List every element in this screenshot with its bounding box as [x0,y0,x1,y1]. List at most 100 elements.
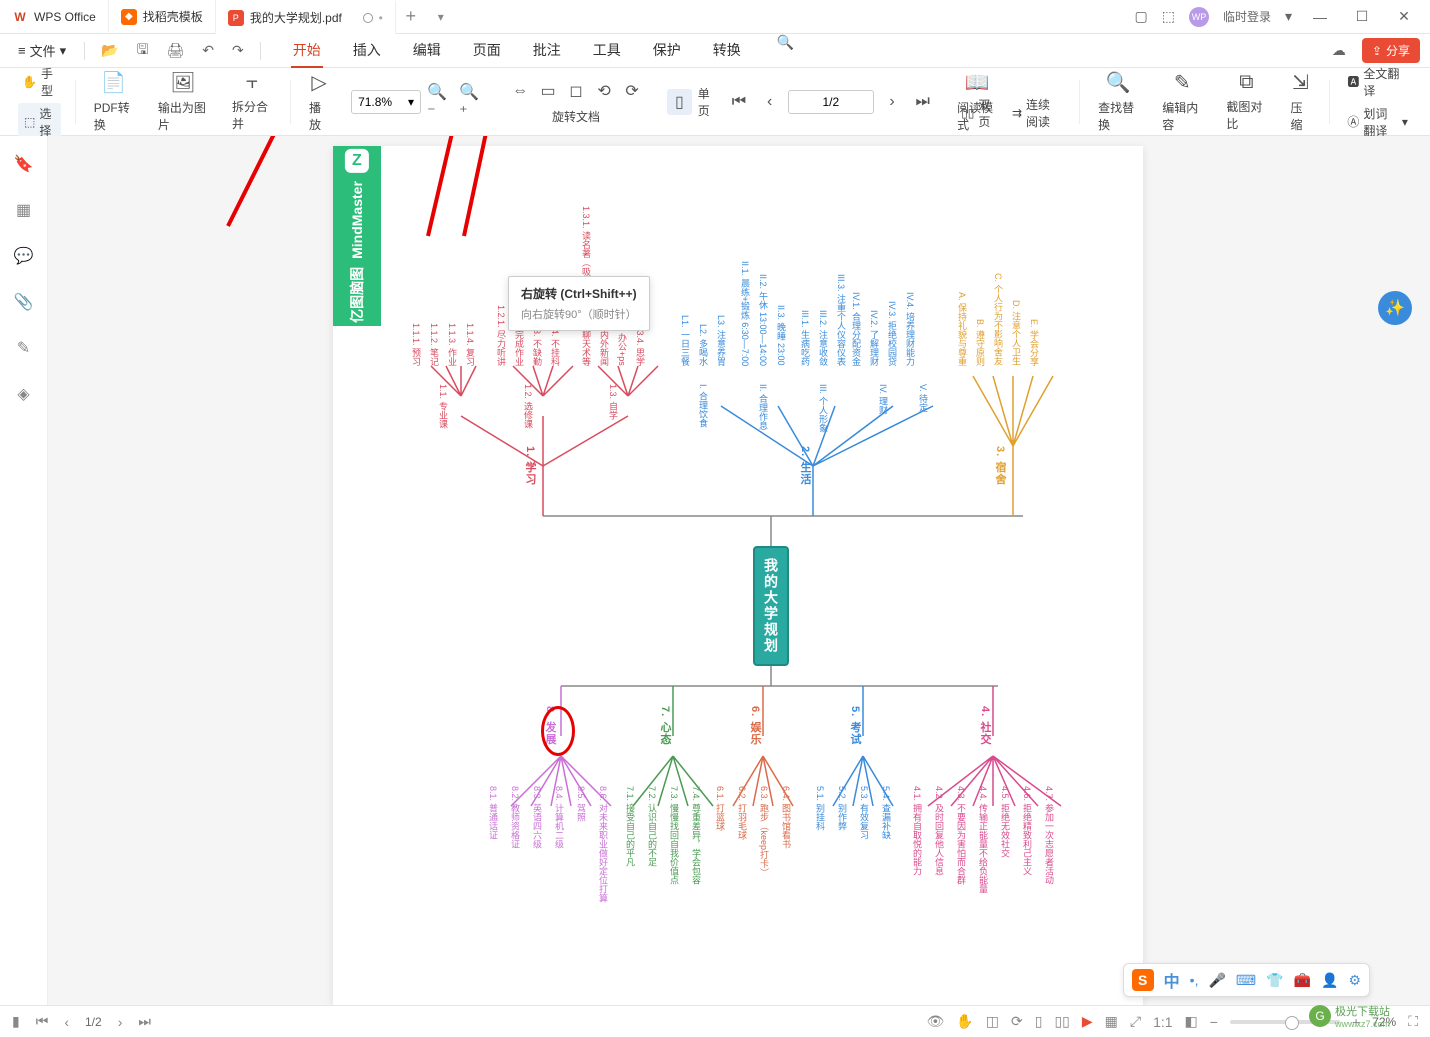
app-tab[interactable]: W WPS Office [0,0,109,34]
tab-menu-button[interactable]: ▾ [426,10,456,24]
open-icon[interactable]: 📂 [95,42,124,59]
sb-double-icon[interactable]: ▯▯ [1054,1013,1069,1030]
zoom-select[interactable]: 71.8%▾ [351,90,421,114]
share-button[interactable]: ⇪ 分享 [1362,38,1420,63]
split-merge-icon: ⫟ [246,71,258,94]
fit-width-button[interactable]: ⇔ [507,78,533,104]
tab-document[interactable]: P 我的大学规划.pdf • [216,0,396,34]
select-tool-button[interactable]: ⬚ 选择 [18,103,61,141]
rotate-left-button[interactable]: ⟲ [591,78,617,104]
maximize-button[interactable]: ☐ [1348,8,1376,25]
fit-page-button[interactable]: ▭ [535,78,561,104]
bookmark-icon[interactable]: 🔖 [14,154,34,174]
edit-content-label: 编辑内容 [1162,99,1202,133]
tab-start[interactable]: 开始 [291,34,323,68]
ime-keyboard-icon[interactable]: ⌨ [1236,972,1256,989]
sb-prev-icon[interactable]: ‹ [64,1014,69,1030]
tab-insert[interactable]: 插入 [351,34,383,68]
ime-lang[interactable]: 中 [1164,968,1180,992]
sb-play-icon[interactable]: ▶ [1082,1013,1093,1030]
leaf: L1. 一日三餐 [679,176,692,366]
user-avatar[interactable]: WP [1189,7,1209,27]
sb-last-icon[interactable]: ⏭ [138,1013,151,1030]
tab-page[interactable]: 页面 [471,34,503,68]
sb-single-icon[interactable]: ▯ [1035,1013,1043,1030]
rotate-right-button[interactable]: ⟳ [619,78,645,104]
ime-toolbox-icon[interactable]: 🧰 [1294,972,1311,989]
canvas[interactable]: 亿图脑图 MindMaster Z 我的大学规划 [48,136,1430,1005]
sub-label: III. 个人形象 [817,384,830,438]
save-icon[interactable]: 🖫 [131,39,155,63]
actual-size-button[interactable]: ◻ [563,78,589,104]
sb-next-icon[interactable]: › [118,1014,123,1030]
page-input[interactable]: 1/2 [788,90,874,114]
tab-edit[interactable]: 编辑 [411,34,443,68]
undo-icon[interactable]: ↶ [196,42,220,59]
close-button[interactable]: ✕ [1390,8,1418,25]
ime-punct-icon[interactable]: •, [1190,972,1199,988]
sb-expand-icon[interactable]: ⛶ [1408,1013,1418,1030]
double-page-button[interactable]: ▯▯ 双页 [957,94,998,132]
layout-icon[interactable]: ▢ [1134,8,1147,25]
first-page-button[interactable]: ⏮ [727,89,752,115]
sb-1to1-icon[interactable]: 1:1 [1153,1014,1172,1030]
word-translate-button[interactable]: Ⓐ 划词翻译 ▾ [1343,103,1412,141]
zoom-out-icon[interactable]: − [1210,1014,1218,1030]
file-menu-button[interactable]: ≡ 文件 ▾ [10,41,74,60]
screenshot-compare-group[interactable]: ⧉ 截图对比 [1216,71,1276,132]
single-page-button[interactable]: ▯ [667,89,692,115]
layers-icon[interactable]: ◈ [17,384,29,404]
search-menu-icon[interactable]: 🔍 [771,34,800,68]
sb-eye-icon[interactable]: 👁 [927,1013,945,1030]
tab-protect[interactable]: 保护 [651,34,683,68]
minimize-button[interactable]: — [1306,9,1334,25]
ime-bar[interactable]: S 中 •, 🎤 ⌨ 👕 🧰 👤 ⚙ [1123,963,1370,997]
zoom-out-button[interactable]: 🔍⁻ [427,89,453,115]
pdf-convert-group[interactable]: 📄 PDF转换 [84,70,144,133]
redo-icon[interactable]: ↷ [226,42,250,59]
tab-more-icon[interactable]: • [379,11,383,25]
tab-convert[interactable]: 转换 [711,34,743,68]
sb-rotate-icon[interactable]: ⟳ [1011,1013,1023,1030]
sb-grid-icon[interactable]: ▦ [1105,1013,1118,1030]
ime-skin-icon[interactable]: 👕 [1266,972,1283,989]
sb-first-icon[interactable]: ⏮ [36,1013,49,1030]
login-dropdown-icon[interactable]: ▾ [1285,8,1292,25]
hand-tool-button[interactable]: ✋ 手型 [18,63,61,101]
box-icon[interactable]: ⬚ [1162,8,1175,25]
ime-settings-icon[interactable]: ⚙ [1348,972,1361,989]
tab-templates[interactable]: ◆ 找稻壳模板 [109,0,216,34]
sub-label: V. 待定 [917,384,930,417]
attachments-icon[interactable]: 📎 [14,292,34,312]
continuous-button[interactable]: ⇉ 连续阅读 [1008,94,1065,132]
zoom-in-button[interactable]: 🔍⁺ [459,89,485,115]
ime-voice-icon[interactable]: 🎤 [1208,972,1225,989]
leaf: 6.2. 打羽毛球 [736,786,749,845]
add-tab-button[interactable]: + [396,6,426,27]
tab-tools[interactable]: 工具 [591,34,623,68]
edit-content-group[interactable]: ✎ 编辑内容 [1152,70,1212,133]
full-translate-button[interactable]: 🅰 全文翻译 [1343,63,1412,101]
ime-user-icon[interactable]: 👤 [1321,972,1338,989]
cloud-icon[interactable]: ☁ [1326,42,1352,59]
play-group[interactable]: ▷ 播放 [299,70,339,133]
prev-page-button[interactable]: ‹ [757,89,782,115]
tab-annotate[interactable]: 批注 [531,34,563,68]
login-status[interactable]: 临时登录 [1223,8,1271,25]
sidebar-toggle-icon[interactable]: ▮ [12,1013,20,1030]
export-img-group[interactable]: 🖼 输出为图片 [148,70,218,133]
sb-hand-icon[interactable]: ✋ [956,1013,973,1030]
next-page-button[interactable]: › [880,89,905,115]
find-replace-group[interactable]: 🔍 查找替换 [1088,70,1148,133]
signature-icon[interactable]: ✎ [17,338,30,358]
assistant-fab[interactable]: ✨ [1378,291,1412,325]
sb-crop-icon[interactable]: ◫ [986,1013,999,1030]
thumbnails-icon[interactable]: ▦ [16,200,31,220]
comments-icon[interactable]: 💬 [14,246,34,266]
compress-group[interactable]: ⇲ 压缩 [1280,70,1320,133]
sb-layout-icon[interactable]: ◧ [1185,1013,1198,1030]
last-page-button[interactable]: ⏭ [910,89,935,115]
split-merge-group[interactable]: ⫟ 拆分合并 [222,71,282,132]
print-icon[interactable]: 🖨 [161,42,191,59]
sb-fit-icon[interactable]: ⤢ [1130,1013,1141,1030]
